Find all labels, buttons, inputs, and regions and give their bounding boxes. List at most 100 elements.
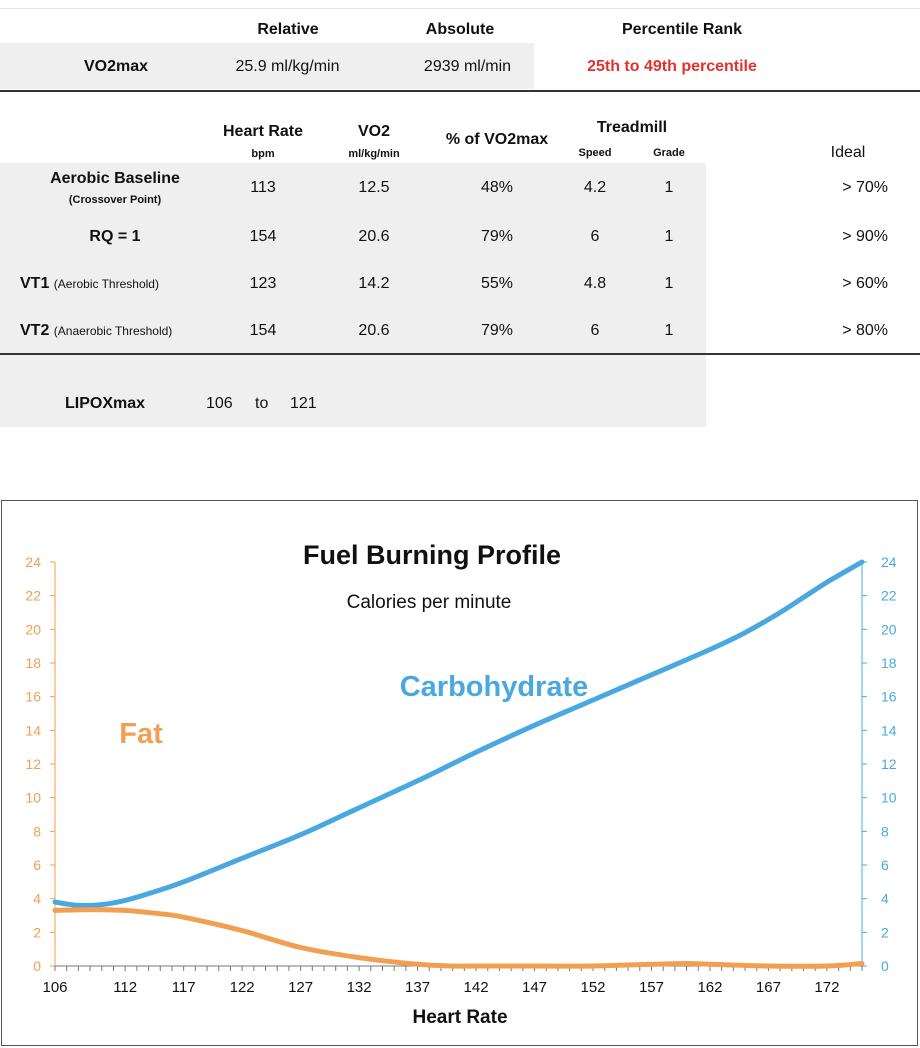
y-tick-label-right: 24 [881, 554, 897, 570]
lipox-to: 121 [290, 395, 317, 412]
x-tick-label: 152 [580, 979, 605, 996]
row-grade: 1 [664, 228, 674, 245]
row-speed: 6 [590, 228, 600, 245]
row-ideal: > 60% [842, 275, 888, 292]
y-tick-label-left: 2 [33, 924, 41, 940]
x-tick-label: 127 [288, 979, 313, 996]
x-axis-label: Heart Rate [412, 1007, 507, 1028]
x-tick-label: 137 [405, 979, 430, 996]
row-label: RQ = 1 [89, 228, 141, 245]
lipox-from: 106 [206, 395, 233, 412]
row-speed: 4.8 [583, 275, 607, 292]
y-tick-label-right: 20 [881, 621, 897, 637]
row-sublabel: (Crossover Point) [68, 194, 162, 206]
x-tick-label: 117 [172, 979, 196, 996]
chart-frame [1, 500, 918, 1046]
vo2max-percentile: 25th to 49th percentile [587, 58, 757, 75]
row-grade: 1 [664, 179, 674, 196]
y-tick-label-left: 6 [33, 857, 41, 873]
y-tick-label-left: 4 [33, 891, 41, 907]
y-tick-label-right: 8 [881, 823, 889, 839]
y-tick-label-left: 14 [25, 722, 41, 738]
x-tick-label: 147 [522, 979, 547, 996]
thresholds-background [0, 163, 706, 353]
x-tick-label: 162 [697, 979, 722, 996]
header-vo2: VO2 [357, 123, 390, 140]
y-tick-label-left: 22 [25, 588, 41, 604]
header-heart-rate-unit: bpm [251, 148, 275, 160]
x-tick-label: 157 [639, 979, 664, 996]
row-vo2: 20.6 [358, 228, 390, 245]
row-label: Aerobic Baseline [50, 170, 180, 187]
col-header-relative: Relative [257, 21, 319, 38]
lipox-background [0, 355, 706, 427]
chart-subtitle: Calories per minute [347, 592, 512, 613]
y-tick-label-left: 16 [25, 689, 41, 705]
row-sublabel: (Anaerobic Threshold) [53, 324, 173, 338]
row-heart-rate: 113 [250, 179, 276, 196]
vo2max-relative: 25.9 ml/kg/min [235, 58, 340, 75]
table-bottom-divider [0, 353, 920, 355]
x-tick-label: 112 [113, 979, 137, 996]
x-tick-label: 106 [42, 979, 67, 996]
top-divider [0, 8, 920, 9]
y-tick-label-right: 22 [881, 588, 897, 604]
row-label: VT1 [20, 275, 50, 292]
x-tick-label: 132 [347, 979, 372, 996]
col-header-absolute: Absolute [425, 21, 495, 38]
row-pct-vo2max: 55% [480, 275, 514, 292]
fat-series-label: Fat [119, 718, 163, 750]
row-pct-vo2max: 79% [480, 228, 514, 245]
row-pct-vo2max: 48% [480, 179, 514, 196]
row-pct-vo2max: 79% [480, 322, 514, 339]
y-tick-label-left: 0 [33, 958, 41, 974]
section-divider [0, 90, 920, 92]
row-label-group: VT1 (Aerobic Threshold) [20, 275, 220, 293]
row-sublabel: (Aerobic Threshold) [53, 277, 159, 291]
lipox-label: LIPOXmax [65, 395, 146, 412]
row-vo2: 12.5 [358, 179, 390, 196]
y-tick-label-left: 24 [25, 554, 41, 570]
row-ideal: > 70% [842, 179, 888, 196]
x-tick-label: 142 [464, 979, 489, 996]
y-tick-label-left: 20 [25, 621, 41, 637]
y-tick-label-right: 16 [881, 689, 897, 705]
x-tick-label: 172 [814, 979, 839, 996]
carbohydrate-series-line [52, 559, 865, 909]
carbohydrate-series-label: Carbohydrate [400, 671, 589, 703]
row-heart-rate: 154 [249, 322, 277, 339]
header-treadmill: Treadmill [596, 119, 668, 136]
vo2max-row-background [0, 43, 534, 89]
row-label-group: VT2 (Anaerobic Threshold) [20, 322, 220, 340]
y-tick-label-right: 6 [881, 857, 889, 873]
vo2max-absolute: 2939 ml/min [423, 58, 512, 75]
y-tick-label-left: 10 [25, 790, 41, 806]
y-tick-label-right: 4 [881, 891, 889, 907]
row-grade: 1 [664, 322, 674, 339]
header-heart-rate: Heart Rate [222, 123, 304, 140]
header-pct-vo2max: % of VO2max [445, 131, 549, 148]
vo2max-label: VO2max [83, 58, 149, 75]
lipox-to-word: to [255, 395, 269, 412]
fuel-burning-chart: Fuel Burning Profile Calories per minute… [25, 540, 897, 1028]
header-vo2-unit: ml/kg/min [348, 148, 400, 160]
y-tick-label-right: 10 [881, 790, 897, 806]
x-tick-label: 122 [230, 979, 255, 996]
header-ideal: Ideal [830, 144, 866, 161]
chart-title: Fuel Burning Profile [303, 540, 561, 570]
x-tick-label: 167 [756, 979, 781, 996]
y-tick-label-right: 0 [881, 958, 889, 974]
row-speed: 4.2 [583, 179, 607, 196]
row-vo2: 20.6 [358, 322, 390, 339]
y-tick-label-right: 12 [881, 756, 897, 772]
y-tick-label-right: 14 [881, 722, 897, 738]
y-tick-label-right: 18 [881, 655, 897, 671]
row-vo2: 14.2 [358, 275, 390, 292]
col-header-percentile: Percentile Rank [621, 21, 743, 38]
row-ideal: > 90% [842, 228, 888, 245]
y-tick-label-left: 8 [33, 823, 41, 839]
row-heart-rate: 123 [249, 275, 277, 292]
fat-series-line [52, 907, 865, 969]
y-tick-label-left: 12 [25, 756, 41, 772]
header-grade: Grade [653, 147, 685, 159]
